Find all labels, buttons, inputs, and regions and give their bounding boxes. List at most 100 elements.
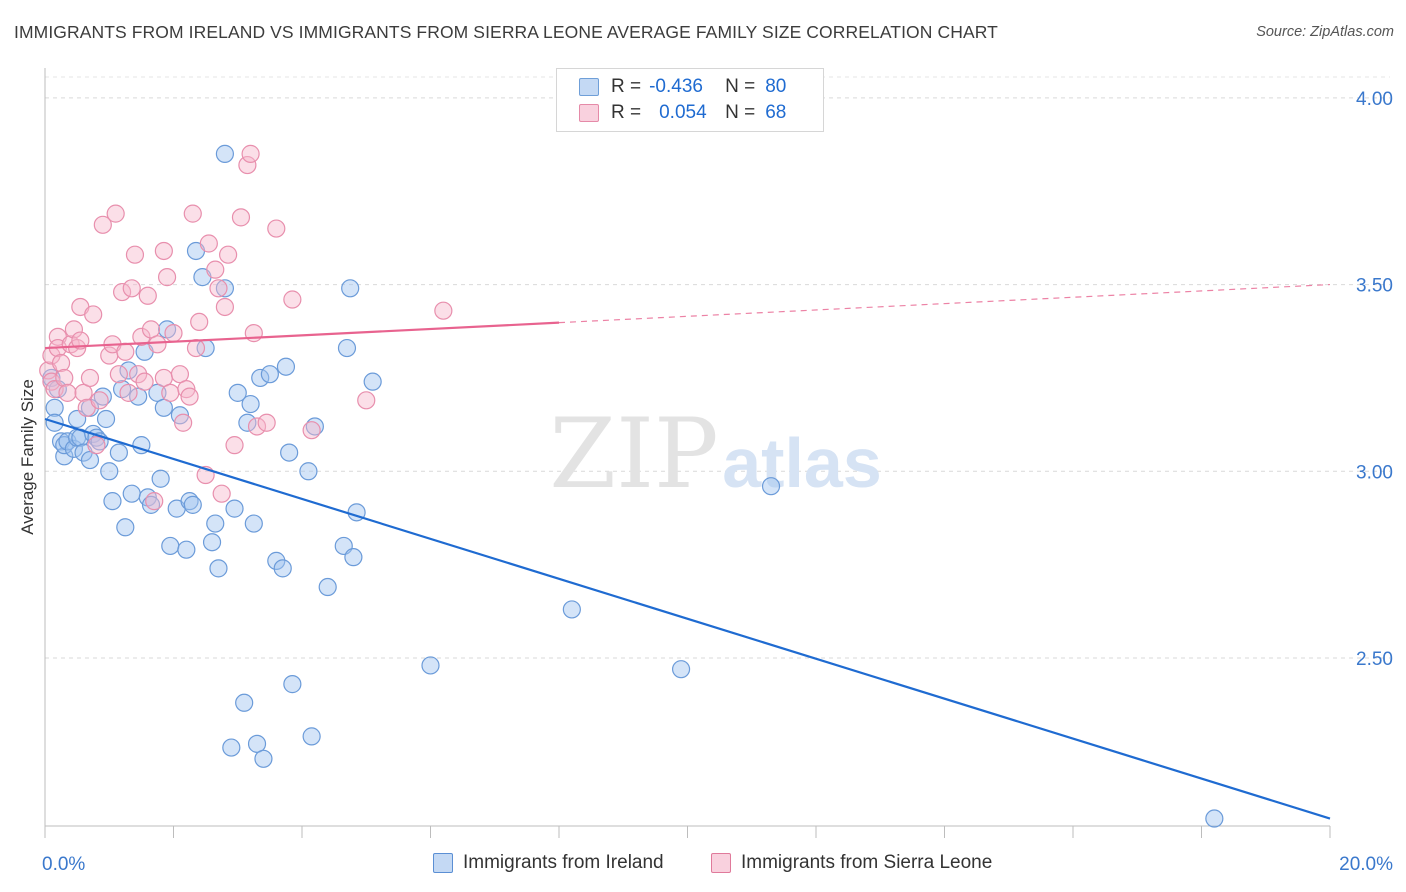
series-legend: Immigrants from Ireland Immigrants from … [0, 852, 1406, 878]
point-ireland [344, 548, 363, 567]
point-sierra-leone [206, 260, 225, 279]
point-sierra-leone [164, 324, 183, 343]
point-sierra-leone [122, 279, 141, 298]
point-sierra-leone [190, 312, 209, 332]
legend-item-ireland[interactable]: Immigrants from Ireland [433, 852, 664, 874]
source-label: Source: ZipAtlas.com [1256, 24, 1394, 40]
trend-line-sierra-leone [44, 321, 560, 350]
correlation-legend: R = -0.436 N = 80 R = 0.054 N = 68 [556, 68, 824, 132]
point-ireland [64, 439, 84, 458]
legend-swatch-sierra-leone [579, 104, 599, 122]
point-sierra-leone [116, 342, 135, 361]
y-tick-label: 4.00 [1356, 89, 1393, 110]
trend-line-ireland [44, 417, 1331, 820]
point-ireland [161, 536, 180, 556]
point-ireland [206, 514, 225, 533]
point-sierra-leone [434, 301, 453, 320]
point-sierra-leone [84, 305, 103, 324]
point-sierra-leone [302, 421, 321, 440]
point-ireland [254, 749, 273, 768]
point-sierra-leone [212, 484, 231, 503]
point-ireland [151, 469, 170, 488]
point-sierra-leone [238, 155, 257, 175]
point-sierra-leone [71, 331, 90, 350]
point-sierra-leone [357, 391, 376, 410]
point-ireland [45, 398, 64, 417]
point-ireland [122, 484, 141, 503]
point-ireland [225, 499, 244, 518]
point-sierra-leone [145, 492, 164, 511]
point-ireland [337, 338, 357, 358]
point-sierra-leone [119, 383, 138, 402]
point-ireland [244, 514, 263, 533]
point-sierra-leone [112, 282, 132, 302]
point-sierra-leone [247, 417, 267, 436]
watermark-atlas: atlas [722, 424, 882, 502]
point-ireland [228, 383, 247, 402]
point-sierra-leone [135, 372, 154, 391]
point-sierra-leone [109, 365, 128, 384]
x-tick-label: 20.0% [1339, 854, 1393, 875]
point-sierra-leone [283, 290, 302, 309]
legend-swatch-ireland [579, 78, 599, 96]
point-sierra-leone [154, 241, 173, 261]
y-tick-label: 2.50 [1356, 649, 1393, 670]
point-ireland [119, 361, 138, 380]
legend-label-sierra-leone: Immigrants from Sierra Leone [741, 852, 993, 873]
legend-r-label: R = [611, 76, 642, 97]
point-ireland [273, 559, 292, 578]
point-ireland [109, 443, 128, 462]
point-ireland [363, 372, 382, 391]
legend-row-ireland: R = -0.436 N = 80 [579, 75, 786, 99]
point-ireland [209, 559, 228, 578]
point-ireland [1205, 809, 1224, 828]
point-ireland [283, 675, 302, 694]
point-ireland [421, 656, 440, 675]
point-sierra-leone [51, 353, 71, 373]
point-sierra-leone [174, 413, 193, 432]
point-ireland [116, 518, 135, 537]
point-sierra-leone [93, 215, 112, 234]
y-tick-label: 3.00 [1356, 462, 1393, 483]
point-ireland [276, 357, 296, 376]
point-sierra-leone [58, 383, 77, 402]
point-ireland [177, 540, 196, 559]
point-ireland [96, 409, 116, 429]
point-sierra-leone [199, 234, 218, 253]
point-ireland [215, 279, 234, 298]
point-sierra-leone [106, 204, 125, 223]
watermark-zip: ZIP [549, 398, 718, 510]
legend-n-value: 68 [765, 102, 787, 123]
point-ireland [183, 495, 202, 514]
point-sierra-leone [231, 208, 251, 227]
point-sierra-leone [64, 320, 84, 339]
point-ireland [562, 600, 581, 619]
legend-label-ireland: Immigrants from Ireland [463, 852, 664, 873]
point-sierra-leone [219, 245, 238, 264]
point-ireland [671, 660, 691, 679]
legend-n-label: N = [725, 102, 756, 123]
point-ireland [235, 693, 254, 712]
legend-swatch-ireland [433, 853, 453, 873]
point-sierra-leone [225, 436, 244, 455]
legend-r-label: R = [611, 102, 642, 123]
legend-item-sierra-leone[interactable]: Immigrants from Sierra Leone [711, 852, 992, 874]
point-ireland [215, 144, 234, 163]
point-ireland [341, 279, 360, 298]
point-sierra-leone [215, 297, 234, 317]
point-sierra-leone [90, 391, 109, 410]
point-sierra-leone [80, 368, 100, 388]
y-tick-label: 3.50 [1356, 276, 1393, 297]
point-sierra-leone [186, 338, 206, 358]
legend-r-value: 0.054 [659, 102, 707, 123]
legend-n-value: 80 [765, 76, 787, 97]
point-sierra-leone [129, 365, 148, 384]
point-ireland [100, 462, 119, 481]
point-sierra-leone [125, 245, 145, 264]
legend-n-label: N = [725, 76, 756, 97]
legend-row-sierra-leone: R = 0.054 N = 68 [579, 101, 786, 125]
point-sierra-leone [257, 413, 276, 432]
point-ireland [202, 533, 222, 552]
point-sierra-leone [241, 144, 260, 163]
point-ireland [103, 492, 122, 511]
